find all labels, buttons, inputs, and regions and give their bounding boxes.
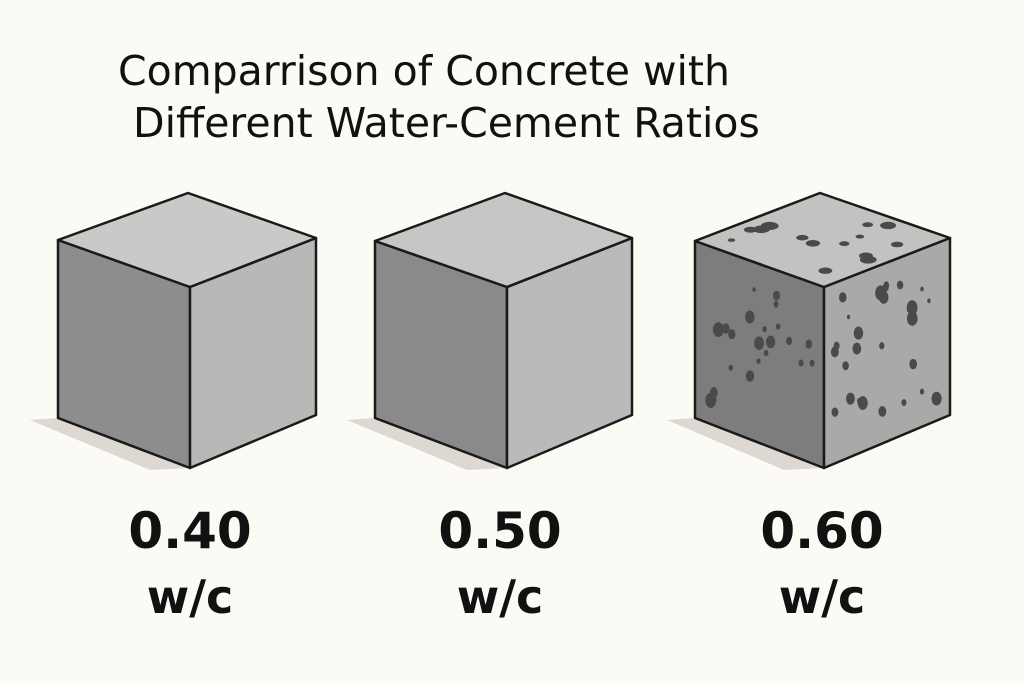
pore bbox=[763, 349, 769, 357]
pore bbox=[831, 407, 839, 417]
cube-face bbox=[56, 191, 318, 289]
pore bbox=[772, 290, 781, 301]
pore bbox=[890, 241, 904, 248]
cube bbox=[667, 191, 952, 470]
pore bbox=[855, 234, 865, 239]
pore bbox=[846, 392, 855, 405]
pore bbox=[727, 238, 736, 242]
pore bbox=[906, 311, 918, 326]
pore bbox=[818, 267, 833, 274]
pore bbox=[852, 342, 862, 355]
pore bbox=[743, 226, 757, 233]
cube bbox=[347, 191, 634, 470]
pore bbox=[878, 405, 887, 417]
pore bbox=[927, 298, 931, 304]
unit-label: w/c bbox=[779, 570, 866, 624]
pore bbox=[931, 391, 942, 406]
pore bbox=[853, 326, 864, 340]
title-line: Comparrison of Concrete with bbox=[118, 47, 730, 95]
cube-face bbox=[693, 191, 952, 289]
pore bbox=[878, 290, 889, 304]
pore bbox=[766, 335, 776, 349]
pore bbox=[775, 323, 781, 330]
pore bbox=[862, 222, 874, 228]
pore bbox=[712, 322, 724, 338]
cube bbox=[30, 191, 318, 470]
ratio-label: 0.50 bbox=[438, 502, 561, 560]
cube-face bbox=[373, 191, 634, 289]
pore bbox=[909, 358, 918, 370]
pore bbox=[906, 300, 918, 316]
pore bbox=[857, 396, 868, 410]
pore bbox=[773, 300, 779, 308]
pore bbox=[752, 287, 756, 293]
pore bbox=[859, 255, 877, 264]
pore bbox=[798, 359, 804, 367]
pore bbox=[711, 396, 717, 404]
pore bbox=[754, 336, 764, 351]
pore bbox=[882, 283, 889, 292]
title-line: Different Water-Cement Ratios bbox=[133, 99, 760, 147]
ratio-label: 0.60 bbox=[760, 502, 883, 560]
pore bbox=[728, 329, 736, 340]
pore bbox=[838, 292, 847, 303]
pores bbox=[705, 221, 942, 417]
pore bbox=[919, 388, 925, 395]
shadow bbox=[30, 418, 190, 470]
pore bbox=[839, 241, 850, 247]
pore bbox=[879, 342, 885, 350]
pore bbox=[796, 234, 809, 241]
pore bbox=[760, 221, 779, 231]
pore bbox=[756, 358, 761, 365]
pore bbox=[920, 286, 924, 292]
pore bbox=[842, 361, 849, 371]
pore bbox=[880, 221, 897, 230]
ratio-label: 0.40 bbox=[128, 502, 251, 560]
pore bbox=[830, 346, 839, 358]
pore bbox=[805, 339, 813, 349]
pore bbox=[809, 359, 815, 367]
pore bbox=[901, 399, 907, 407]
shadow bbox=[667, 418, 824, 470]
pore bbox=[728, 364, 734, 371]
pore bbox=[762, 326, 767, 333]
unit-label: w/c bbox=[147, 570, 234, 624]
shadow bbox=[347, 418, 507, 470]
unit-label: w/c bbox=[457, 570, 544, 624]
pore bbox=[745, 370, 755, 382]
pore bbox=[722, 323, 730, 334]
pore bbox=[745, 310, 755, 324]
pore bbox=[805, 239, 821, 247]
pore bbox=[786, 336, 793, 346]
pore bbox=[896, 280, 904, 290]
pore bbox=[846, 314, 851, 320]
